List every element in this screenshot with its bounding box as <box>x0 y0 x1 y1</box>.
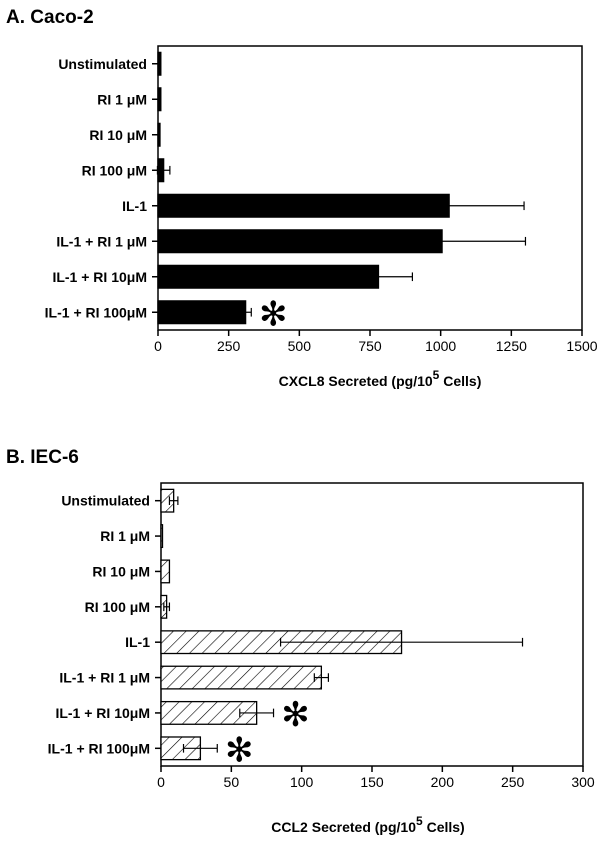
chart1-xtick-label-0: 0 <box>157 774 165 790</box>
chart0-xtick-label-5: 1250 <box>496 338 527 354</box>
chart-b-title: B. IEC-6 <box>6 447 79 468</box>
chart1-xtick-label-3: 150 <box>360 774 384 790</box>
chart-a-title: A. Caco-2 <box>6 7 94 28</box>
chart0-significance-star-7: ✻ <box>259 295 288 333</box>
chart1-significance-star-7: ✻ <box>225 731 254 769</box>
chart0-xtick-label-6: 1500 <box>566 338 597 354</box>
chart0-category-label-0: Unstimulated <box>58 56 147 72</box>
chart-b-xlabel: CCL2 Secreted (pg/105 Cells) <box>271 814 464 835</box>
chart0-xtick-label-0: 0 <box>154 338 162 354</box>
chart-a-svg: A. Caco-2 0 250 500 750 1000 1250 1500 Unstimul… <box>6 7 598 389</box>
chart1-bar-5 <box>160 665 323 690</box>
chart1-xtick-label-4: 200 <box>431 774 455 790</box>
chart0-category-label-2: RI 10 μM <box>89 127 147 143</box>
chart1-category-label-5: IL-1 + RI 1 μM <box>59 670 150 686</box>
chart0-bar-0 <box>157 51 162 76</box>
chart0-xtick-label-1: 250 <box>217 338 241 354</box>
chart1-category-label-3: RI 100 μM <box>85 599 150 615</box>
chart0-xtick-label-3: 750 <box>358 338 382 354</box>
chart1-category-label-6: IL-1 + RI 10μM <box>55 705 150 721</box>
chart1-xtick-label-1: 50 <box>224 774 240 790</box>
chart0-category-label-4: IL-1 <box>122 198 147 214</box>
chart1-category-label-4: IL-1 <box>125 634 150 650</box>
chart0-category-label-1: RI 1 μM <box>97 91 147 107</box>
chart1-bar-2 <box>160 559 171 584</box>
chart1-xtick-label-2: 100 <box>290 774 314 790</box>
chart1-bar-1 <box>160 524 164 549</box>
chart-b-svg: B. IEC-6 0 50 100 150 200 250 300 Unstimulated R… <box>6 447 595 835</box>
chart0-category-label-6: IL-1 + RI 10μM <box>52 269 147 285</box>
chart0-xtick-label-2: 500 <box>288 338 312 354</box>
panel-b-iec6: B. IEC-6 0 50 100 150 200 250 300 Unstimulated R… <box>0 435 608 838</box>
chart-b-plot: 0 50 100 150 200 250 300 Unstimulated RI 1 μM RI … <box>48 482 595 790</box>
chart0-bar-2 <box>157 122 161 147</box>
chart0-xtick-label-4: 1000 <box>425 338 456 354</box>
chart0-bar-1 <box>157 87 162 112</box>
chart0-category-label-7: IL-1 + RI 100μM <box>45 304 147 320</box>
chart0-category-label-5: IL-1 + RI 1 μM <box>56 233 147 249</box>
chart0-bar-7 <box>157 300 247 325</box>
panel-a-caco2: A. Caco-2 0 250 500 750 1000 1250 1500 Unstimul… <box>0 0 608 400</box>
chart1-xtick-label-5: 250 <box>501 774 525 790</box>
chart1-category-label-0: Unstimulated <box>61 493 150 509</box>
chart-a-plot: 0 250 500 750 1000 1250 1500 Unstimulated RI 1 μ… <box>45 45 598 354</box>
chart1-category-label-2: RI 10 μM <box>92 563 150 579</box>
chart1-category-label-1: RI 1 μM <box>100 528 150 544</box>
chart-a-xlabel: CXCL8 Secreted (pg/105 Cells) <box>279 368 482 389</box>
chart1-category-label-7: IL-1 + RI 100μM <box>48 740 150 756</box>
chart0-category-label-3: RI 100 μM <box>82 162 147 178</box>
chart1-significance-star-6: ✻ <box>281 696 310 734</box>
chart1-xtick-label-6: 300 <box>571 774 595 790</box>
